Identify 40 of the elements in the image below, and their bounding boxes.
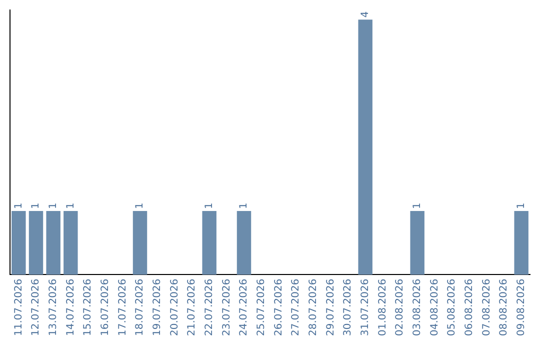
x-tick-label: 09.08.2026 [516,278,527,336]
x-tick-label: 18.07.2026 [134,278,146,336]
x-tick-label: 20.07.2026 [169,278,180,336]
x-tick-label: 14.07.2026 [65,278,76,336]
x-tick-label: 05.08.2026 [446,278,458,336]
x-tick-label: 30.07.2026 [342,278,354,336]
data-label: 1 [13,202,24,209]
data-label: 1 [204,202,215,209]
x-tick-label: 24.07.2026 [238,278,250,336]
x-tick-label: 21.07.2026 [186,278,198,336]
x-tick-label: 15.07.2026 [82,278,94,336]
x-tick-label: 29.07.2026 [325,278,336,336]
x-tick-label: 13.07.2026 [48,278,59,336]
x-tick-label: 25.07.2026 [256,278,267,336]
data-label: 1 [412,202,423,209]
x-tick-label: 12.07.2026 [30,278,42,336]
x-tick-label: 23.07.2026 [221,278,232,336]
data-label: 4 [360,11,371,18]
x-tick-label: 07.08.2026 [481,278,492,336]
data-label: 1 [48,202,59,209]
x-tick-label: 16.07.2026 [100,278,111,336]
x-tick-label: 17.07.2026 [117,278,128,336]
data-label: 1 [65,202,76,209]
x-tick-label: 31.07.2026 [360,278,371,336]
x-tick-label: 02.08.2026 [394,278,406,336]
data-label: 1 [134,202,146,209]
data-label: 1 [30,202,42,209]
x-tick-label: 19.07.2026 [152,278,163,336]
x-tick-label: 27.07.2026 [290,278,302,336]
x-tick-label: 22.07.2026 [204,278,215,336]
x-tick-label: 06.08.2026 [464,278,475,336]
x-tick-label: 03.08.2026 [412,278,423,336]
x-tick-label: 11.07.2026 [13,278,24,336]
x-tick-label: 28.07.2026 [308,278,319,336]
x-tick-label: 04.08.2026 [429,278,440,336]
data-label: 1 [238,202,250,209]
data-label: 1 [516,202,527,209]
x-tick-label: 01.08.2026 [377,278,388,336]
x-tick-label: 08.08.2026 [498,278,510,336]
x-tick-label: 26.07.2026 [273,278,284,336]
